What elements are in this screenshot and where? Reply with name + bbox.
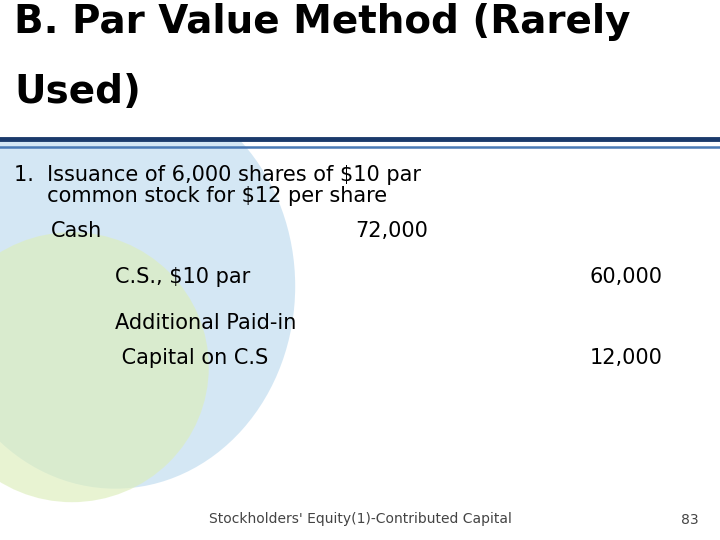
Bar	[0, 0, 720, 140]
Text: Cash: Cash	[50, 221, 102, 241]
Text: common stock for $12 per share: common stock for $12 per share	[14, 186, 387, 206]
Text: Stockholders' Equity(1)-Contributed Capital: Stockholders' Equity(1)-Contributed Capi…	[209, 512, 511, 526]
Ellipse shape	[0, 232, 209, 502]
Ellipse shape	[0, 84, 295, 489]
Text: 72,000: 72,000	[356, 221, 428, 241]
Text: Additional Paid-in: Additional Paid-in	[115, 313, 297, 333]
Text: 83: 83	[681, 512, 698, 526]
Text: 12,000: 12,000	[590, 348, 662, 368]
Text: 60,000: 60,000	[590, 267, 662, 287]
Text: Used): Used)	[14, 73, 141, 111]
Text: Capital on C.S: Capital on C.S	[115, 348, 269, 368]
Text: 1.  Issuance of 6,000 shares of $10 par: 1. Issuance of 6,000 shares of $10 par	[14, 165, 421, 185]
Text: C.S., $10 par: C.S., $10 par	[115, 267, 251, 287]
Text: B. Par Value Method (Rarely: B. Par Value Method (Rarely	[14, 3, 631, 40]
